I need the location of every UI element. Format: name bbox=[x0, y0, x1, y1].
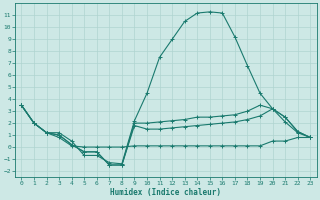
X-axis label: Humidex (Indice chaleur): Humidex (Indice chaleur) bbox=[110, 188, 221, 197]
